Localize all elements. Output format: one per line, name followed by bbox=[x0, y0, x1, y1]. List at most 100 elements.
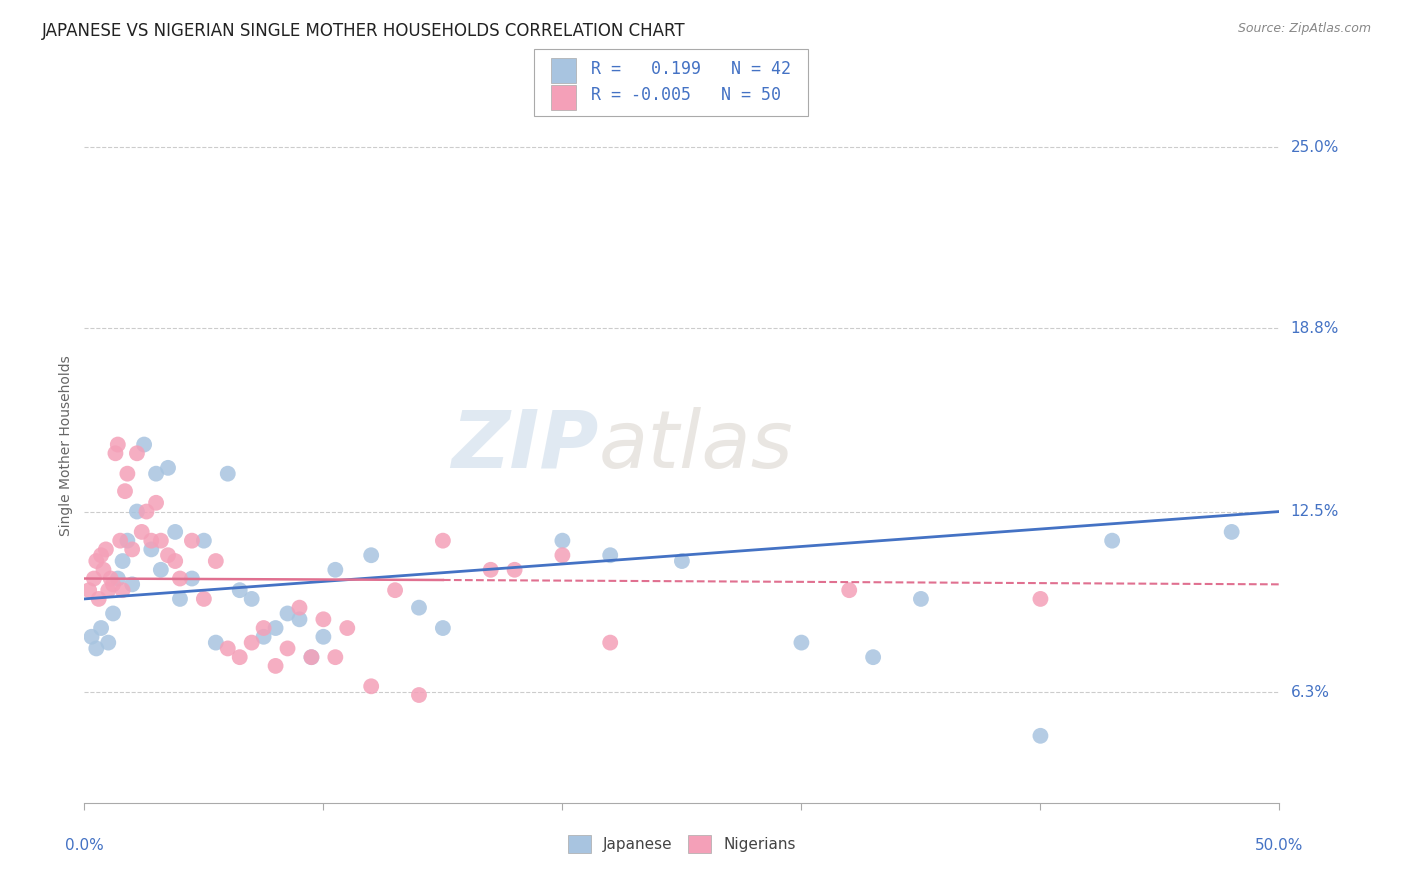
Point bbox=[205, 554, 228, 568]
Point bbox=[86, 641, 108, 656]
Text: JAPANESE VS NIGERIAN SINGLE MOTHER HOUSEHOLDS CORRELATION CHART: JAPANESE VS NIGERIAN SINGLE MOTHER HOUSE… bbox=[42, 22, 686, 40]
Text: 50.0%: 50.0% bbox=[1256, 838, 1303, 853]
Point bbox=[181, 533, 204, 548]
Legend: Japanese, Nigerians: Japanese, Nigerians bbox=[562, 829, 801, 859]
Point bbox=[121, 577, 143, 591]
Point bbox=[336, 621, 359, 635]
Point bbox=[1220, 524, 1243, 539]
Point bbox=[101, 607, 124, 621]
Point bbox=[141, 542, 163, 557]
Text: atlas: atlas bbox=[599, 407, 793, 485]
Point bbox=[551, 548, 574, 562]
Point bbox=[145, 496, 167, 510]
Point bbox=[149, 533, 172, 548]
Point bbox=[1029, 591, 1052, 606]
Point bbox=[288, 612, 311, 626]
Point bbox=[240, 635, 263, 649]
Point bbox=[503, 563, 526, 577]
Text: 0.0%: 0.0% bbox=[65, 838, 104, 853]
Point bbox=[77, 583, 100, 598]
Point bbox=[141, 533, 163, 548]
Point bbox=[97, 583, 120, 598]
Point bbox=[165, 554, 187, 568]
Point bbox=[264, 659, 287, 673]
Point bbox=[157, 460, 180, 475]
Point bbox=[157, 548, 180, 562]
Point bbox=[360, 679, 382, 693]
Point bbox=[301, 650, 323, 665]
Point bbox=[671, 554, 693, 568]
Point bbox=[479, 563, 502, 577]
Point bbox=[83, 572, 105, 586]
Text: 25.0%: 25.0% bbox=[1291, 140, 1339, 155]
Point bbox=[432, 533, 454, 548]
Text: 6.3%: 6.3% bbox=[1291, 685, 1330, 699]
Text: Source: ZipAtlas.com: Source: ZipAtlas.com bbox=[1237, 22, 1371, 36]
Text: R = -0.005   N = 50: R = -0.005 N = 50 bbox=[591, 87, 780, 104]
Point bbox=[110, 533, 132, 548]
Point bbox=[104, 446, 127, 460]
Point bbox=[325, 650, 347, 665]
Point bbox=[111, 583, 134, 598]
Point bbox=[90, 548, 112, 562]
Point bbox=[107, 572, 129, 586]
Point bbox=[169, 591, 191, 606]
Point bbox=[101, 577, 124, 591]
Point bbox=[125, 446, 148, 460]
Point bbox=[384, 583, 406, 598]
Point bbox=[253, 621, 276, 635]
Point bbox=[205, 635, 228, 649]
Point bbox=[217, 641, 239, 656]
Point bbox=[117, 467, 139, 481]
Point bbox=[862, 650, 884, 665]
Point bbox=[132, 437, 156, 451]
Point bbox=[264, 621, 287, 635]
Point bbox=[111, 554, 134, 568]
Point bbox=[94, 542, 117, 557]
Text: ZIP: ZIP bbox=[451, 407, 599, 485]
Point bbox=[93, 563, 115, 577]
Point bbox=[551, 533, 574, 548]
Point bbox=[790, 635, 813, 649]
Point bbox=[193, 591, 215, 606]
Text: 18.8%: 18.8% bbox=[1291, 320, 1339, 335]
Point bbox=[100, 572, 122, 586]
Point bbox=[288, 600, 311, 615]
Point bbox=[325, 563, 347, 577]
Point bbox=[90, 621, 112, 635]
Point bbox=[229, 650, 252, 665]
Point bbox=[1101, 533, 1123, 548]
Text: 12.5%: 12.5% bbox=[1291, 504, 1339, 519]
Point bbox=[114, 484, 136, 499]
Point bbox=[97, 635, 120, 649]
Point bbox=[169, 572, 191, 586]
Point bbox=[408, 600, 430, 615]
Point bbox=[86, 554, 108, 568]
Point bbox=[121, 542, 143, 557]
Point bbox=[360, 548, 382, 562]
Point bbox=[217, 467, 239, 481]
Point bbox=[408, 688, 430, 702]
Point bbox=[229, 583, 252, 598]
Point bbox=[125, 504, 148, 518]
Point bbox=[87, 591, 110, 606]
Point bbox=[599, 548, 621, 562]
Point bbox=[277, 641, 299, 656]
Y-axis label: Single Mother Households: Single Mother Households bbox=[59, 356, 73, 536]
Point bbox=[599, 635, 621, 649]
Point bbox=[910, 591, 932, 606]
Point bbox=[117, 533, 139, 548]
Point bbox=[838, 583, 860, 598]
Point bbox=[193, 533, 215, 548]
Point bbox=[432, 621, 454, 635]
Point bbox=[80, 630, 103, 644]
Point bbox=[131, 524, 153, 539]
Point bbox=[240, 591, 263, 606]
Point bbox=[312, 612, 335, 626]
Point bbox=[301, 650, 323, 665]
Point bbox=[253, 630, 276, 644]
Point bbox=[149, 563, 172, 577]
Point bbox=[312, 630, 335, 644]
Point bbox=[107, 437, 129, 451]
Point bbox=[277, 607, 299, 621]
